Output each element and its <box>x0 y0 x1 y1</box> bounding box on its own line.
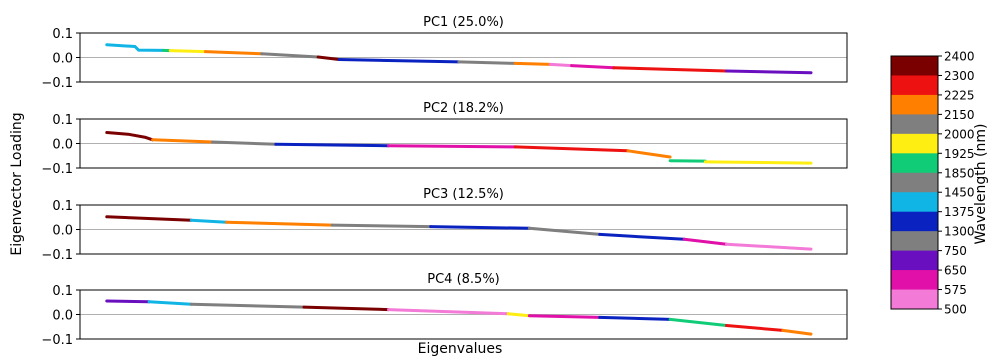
colorbar-tick-label: 1850 <box>944 166 975 180</box>
colorbar-tick-label: 650 <box>944 264 967 278</box>
loading-series-segment <box>513 61 552 66</box>
colorbar-swatch <box>891 250 938 271</box>
loading-series-segment <box>189 302 306 309</box>
panel-pc1: 0.1 0.0 −0.1 PC1 (25.0%) <box>41 15 848 91</box>
loading-series-segment <box>189 218 228 224</box>
panel-title: PC1 (25.0%) <box>423 15 504 30</box>
loading-series-segment <box>725 69 813 75</box>
loading-series-segment <box>147 300 193 306</box>
loading-series-segment <box>598 315 672 321</box>
colorbar-swatch <box>891 133 938 154</box>
y-tick-label: 0.1 <box>52 113 73 128</box>
colorbar-swatch <box>891 114 938 135</box>
loading-series-segment <box>337 58 461 64</box>
loading-series-segment <box>387 308 510 316</box>
panel-pc2: 0.1 0.0 −0.1 PC2 (18.2%) <box>41 101 848 177</box>
colorbar-swatch <box>891 211 938 232</box>
loading-series-segment <box>211 140 278 146</box>
colorbar-swatch <box>891 56 938 76</box>
colorbar-swatch <box>891 289 938 310</box>
y-tick-label: 0.1 <box>52 27 73 42</box>
loading-series-segment <box>168 49 207 54</box>
colorbar-tick-label: 750 <box>944 244 967 258</box>
loading-series-segment <box>548 62 574 68</box>
colorbar-swatch <box>891 172 938 193</box>
y-tick-label: 0.1 <box>52 199 73 214</box>
loading-series-segment <box>457 60 517 65</box>
loading-series-segment <box>725 242 813 251</box>
panel-pc3: 0.1 0.0 −0.1 PC3 (12.5%) <box>41 187 848 263</box>
loading-series-segment <box>506 312 531 318</box>
y-axis-label: Eigenvector Loading <box>9 112 25 255</box>
loading-series-segment <box>725 324 785 332</box>
colorbar-swatch <box>891 231 938 252</box>
loading-series-segment <box>105 43 165 52</box>
colorbar-tick-label: 2300 <box>944 69 975 83</box>
loading-series-segment <box>330 223 433 229</box>
loading-series-segment <box>682 237 728 246</box>
loading-series-segment <box>105 215 193 222</box>
colorbar-tick-label: 575 <box>944 283 967 297</box>
loading-series-segment <box>387 144 517 149</box>
loading-series-segment <box>225 220 334 227</box>
colorbar-swatch <box>891 192 938 213</box>
panels-group: 0.1 0.0 −0.1 PC1 (25.0%) 0.1 0.0 −0.1 PC2 (18.2… <box>41 15 848 348</box>
loading-series-segment <box>527 314 602 319</box>
colorbar-tick-label: 2150 <box>944 108 975 122</box>
colorbar-swatch <box>891 270 938 291</box>
loading-series-segment <box>668 317 728 327</box>
colorbar-tick-label: 500 <box>944 303 967 317</box>
colorbar-frame <box>890 55 939 310</box>
colorbar-tick-label: 1375 <box>944 205 975 219</box>
colorbar-tick-label: 1925 <box>944 147 975 161</box>
colorbar-swatch <box>891 75 938 96</box>
colorbar-tick-label: 1450 <box>944 186 975 200</box>
loading-series-segment <box>274 142 390 148</box>
loading-series-segment <box>203 50 264 56</box>
colorbar-tick-label: 2225 <box>944 88 975 102</box>
loading-series-segment <box>429 225 531 230</box>
loading-series-segment <box>703 160 813 165</box>
x-axis-label: Eigenvalues <box>418 341 503 356</box>
y-tick-label: 0.0 <box>52 309 73 324</box>
y-tick-label: 0.0 <box>52 52 73 67</box>
colorbar-swatch <box>891 94 938 115</box>
loading-series-segment <box>260 52 320 59</box>
colorbar-tick-label: 2400 <box>944 50 975 64</box>
loading-series-segment <box>513 145 630 153</box>
y-tick-label: 0.1 <box>52 284 73 299</box>
y-tick-label: −0.1 <box>41 333 73 348</box>
loading-series-segment <box>527 226 602 236</box>
colorbar-swatch <box>891 153 938 174</box>
loading-series-segment <box>151 138 214 144</box>
loading-series-segment <box>302 305 390 312</box>
y-tick-label: −0.1 <box>41 76 73 91</box>
colorbar-tick-label: 1300 <box>944 225 975 239</box>
loading-series-segment <box>781 328 813 336</box>
loading-series-segment <box>612 66 728 73</box>
loading-series-segment <box>598 232 686 241</box>
y-tick-label: 0.0 <box>52 224 73 239</box>
loading-series-segment <box>626 149 672 159</box>
colorbar-tick-label: 2000 <box>944 127 975 141</box>
y-tick-label: −0.1 <box>41 248 73 263</box>
loading-series-segment <box>570 64 616 70</box>
loading-series-segment <box>105 131 155 142</box>
loading-series-segment <box>316 55 341 61</box>
colorbar-label: Wavelength (nm) <box>973 124 989 245</box>
panel-pc4: 0.1 0.0 −0.1 PC4 (8.5%) <box>41 272 848 348</box>
y-tick-label: −0.1 <box>41 162 73 177</box>
panel-title: PC4 (8.5%) <box>427 272 500 287</box>
loading-series-segment <box>105 299 151 304</box>
panel-title: PC3 (12.5%) <box>423 187 504 202</box>
y-tick-label: 0.0 <box>52 138 73 153</box>
colorbar: 2400 2300 2225 2150 2000 1925 1850 1450 1375 1300… <box>890 50 975 317</box>
panel-title: PC2 (18.2%) <box>423 101 504 116</box>
